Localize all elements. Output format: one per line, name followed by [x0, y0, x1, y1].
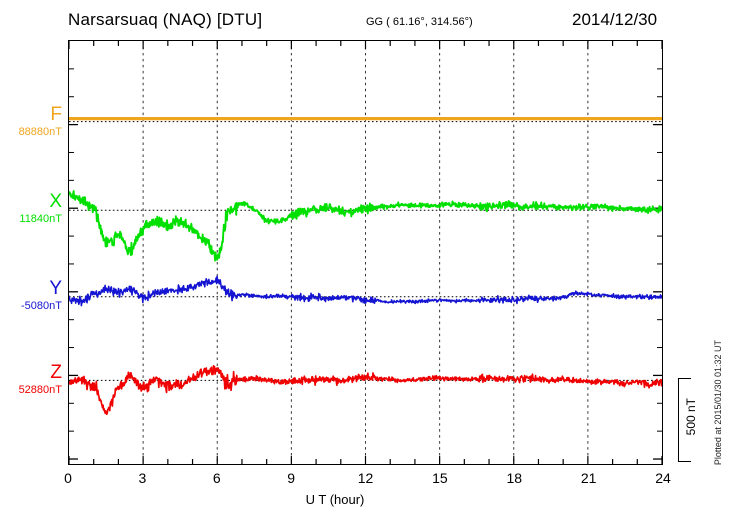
component-symbol-z: Z	[50, 362, 62, 383]
x-tick-label-9: 9	[287, 470, 296, 486]
component-label-f: F 88880nT	[0, 105, 62, 139]
scale-bar-tick-bottom	[678, 460, 691, 462]
geographic-coordinates: GG ( 61.16°, 314.56°)	[366, 16, 473, 28]
x-tick-label-21: 21	[580, 470, 597, 486]
plot-frame	[68, 40, 663, 465]
scale-bar-tick-top	[678, 378, 691, 380]
component-baseline-z: 52880nT	[18, 384, 62, 396]
magnetogram-plot	[69, 41, 662, 464]
component-symbol-x: X	[49, 191, 62, 212]
component-symbol-y: Y	[49, 278, 62, 299]
component-label-y: Y -5080nT	[0, 279, 62, 313]
scale-bar	[678, 378, 692, 462]
x-tick-label-6: 6	[212, 470, 221, 486]
scale-bar-label: 500 nT	[684, 398, 698, 436]
component-label-z: Z 52880nT	[0, 363, 62, 397]
page-title: Narsarsuaq (NAQ) [DTU]	[68, 10, 263, 29]
scale-bar-line	[678, 378, 680, 462]
plotted-at-stamp: Plotted at 2015/01/30 01:32 UT	[713, 340, 723, 466]
trace-group-y	[69, 275, 662, 307]
x-tick-label-24: 24	[655, 470, 671, 486]
trace-y	[69, 275, 662, 307]
x-axis-title: U T (hour)	[0, 492, 730, 507]
x-tick-label-15: 15	[432, 470, 448, 486]
component-baseline-x: 11840nT	[19, 213, 62, 225]
x-axis-title-text: U T (hour)	[305, 492, 365, 507]
x-tick-label-0: 0	[64, 470, 72, 486]
x-tick-label-18: 18	[506, 470, 523, 486]
trace-x	[69, 190, 662, 262]
component-baseline-y: -5080nT	[21, 300, 62, 312]
observation-date: 2014/12/30	[572, 10, 658, 29]
component-label-x: X 11840nT	[0, 192, 62, 226]
x-tick-label-3: 3	[138, 470, 147, 486]
component-symbol-f: F	[50, 104, 62, 125]
trace-group-z	[69, 365, 662, 416]
x-tick-label-12: 12	[357, 470, 374, 486]
trace-group-x	[69, 190, 662, 262]
component-baseline-f: 88880nT	[18, 126, 62, 138]
trace-group-f	[69, 117, 662, 123]
trace-z	[69, 365, 662, 416]
